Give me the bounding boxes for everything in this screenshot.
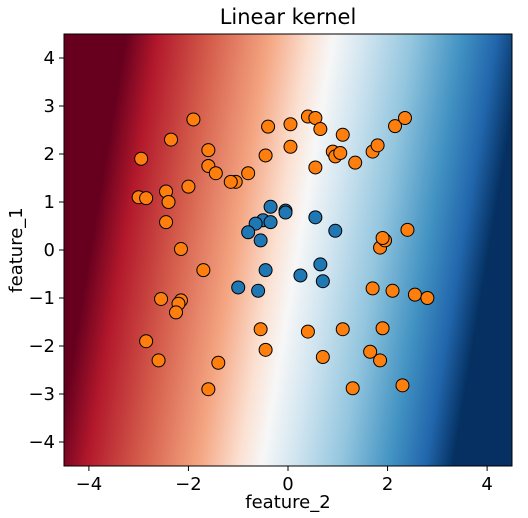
data-point-orange [308,160,323,175]
x-tick-label: 2 [382,474,393,495]
data-point-orange [211,355,226,370]
y-tick-label: 2 [44,144,55,165]
data-point-blue [241,225,256,240]
data-point-orange [261,119,276,134]
data-point-orange [258,342,273,357]
data-point-orange [201,143,216,158]
data-point-orange [335,127,350,142]
x-tick-label: 4 [481,474,492,495]
data-point-orange [139,334,154,349]
y-tick-label: −3 [28,384,55,405]
data-point-orange [154,291,169,306]
data-point-orange [258,148,273,163]
data-point-orange [370,138,385,153]
data-point-orange [159,215,174,230]
data-point-blue [251,283,266,298]
data-point-orange [363,344,378,359]
data-point-blue [278,205,293,220]
data-point-orange [397,111,412,125]
plot-area [64,34,512,466]
data-point-orange [283,139,298,154]
data-point-orange [151,353,166,368]
data-point-orange [385,283,400,298]
data-point-orange [420,291,435,305]
x-tick-label: 0 [282,474,293,495]
data-point-blue [253,233,268,248]
x-axis: −4 −2 0 2 4 [76,466,493,495]
data-point-orange [333,146,348,161]
data-point-orange [169,305,183,320]
data-point-orange [283,117,298,132]
x-tick-label: −4 [76,474,103,495]
data-point-orange [173,242,188,257]
data-point-orange [348,155,363,170]
x-axis-label: feature_2 [245,492,330,513]
scatter-points [131,109,435,397]
data-point-orange [241,166,256,181]
y-axis: −4 −3 −2 −1 0 1 2 3 4 [28,48,64,453]
data-point-orange [300,324,315,339]
data-point-blue [263,199,278,214]
data-point-orange [201,382,216,397]
data-point-orange [181,179,196,194]
data-point-orange [315,350,330,365]
data-point-orange [375,231,390,245]
y-tick-label: 0 [44,240,55,261]
data-point-orange [375,321,390,336]
data-point-orange [395,378,410,393]
data-point-blue [293,268,308,283]
data-point-orange [196,263,211,278]
decision-surface [64,34,512,466]
data-point-orange [134,151,149,166]
data-point-orange [139,191,154,206]
y-axis-label: feature_1 [6,207,27,292]
y-tick-label: −1 [28,288,55,309]
data-point-blue [315,274,330,289]
y-tick-label: −4 [28,432,55,453]
data-point-orange [345,381,360,396]
data-point-blue [231,280,246,295]
y-tick-label: 3 [44,96,55,117]
chart-title: Linear kernel [220,5,357,29]
data-point-orange [223,174,238,189]
data-point-orange [400,222,415,237]
data-point-orange [388,119,403,134]
data-point-blue [258,263,273,278]
data-point-orange [407,287,422,302]
data-point-orange [253,322,268,337]
data-point-blue [313,257,328,272]
data-point-orange [373,353,388,368]
data-point-orange [365,281,380,296]
data-point-orange [161,195,176,209]
data-point-orange [335,322,350,337]
data-point-blue [263,215,278,230]
y-tick-label: 1 [44,192,55,213]
x-tick-label: −2 [175,474,202,495]
data-point-orange [164,132,179,147]
data-point-orange [186,112,201,127]
data-point-orange [208,166,223,181]
data-point-orange [313,122,328,137]
data-point-blue [308,210,323,225]
y-tick-label: 4 [44,48,55,69]
data-point-blue [328,223,343,238]
y-tick-label: −2 [28,336,55,357]
